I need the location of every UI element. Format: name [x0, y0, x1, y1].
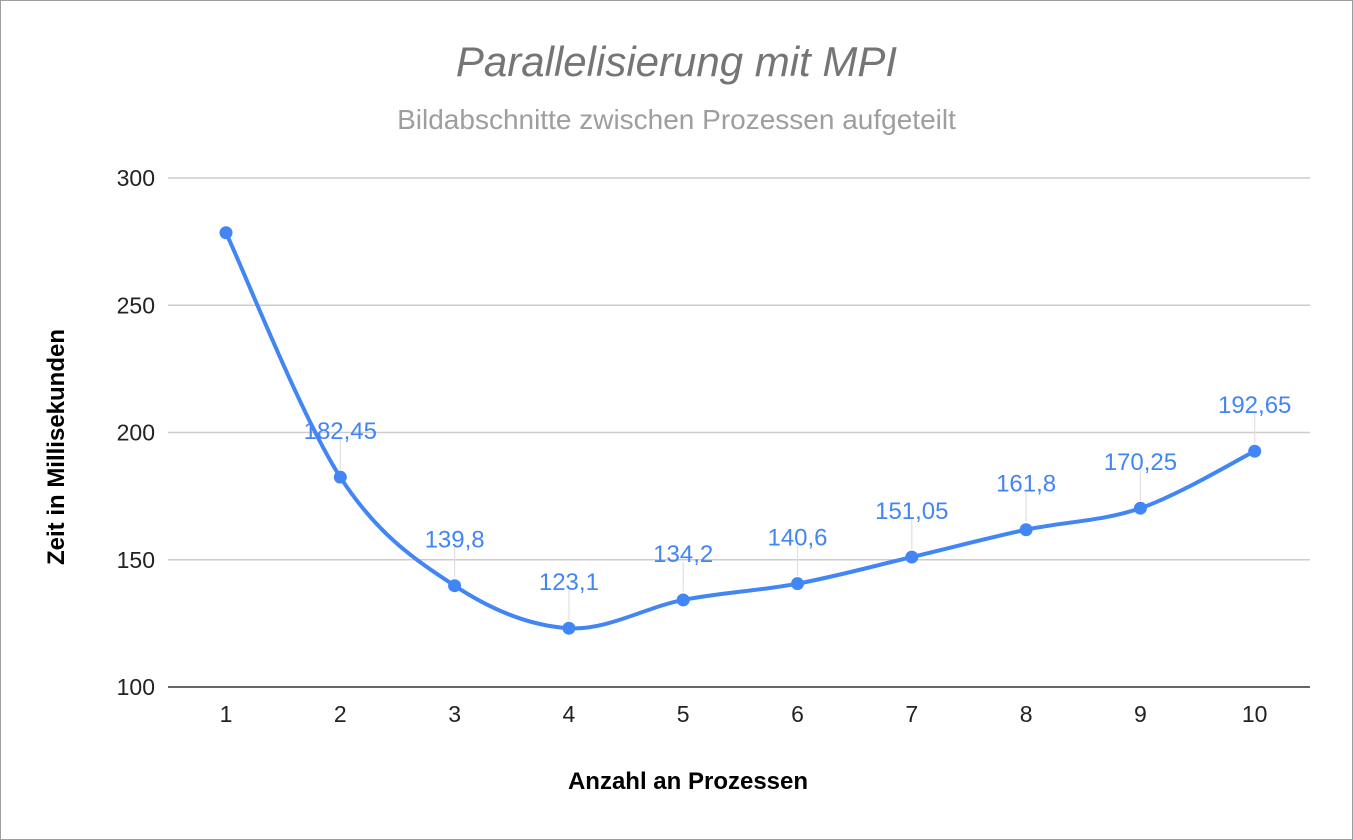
series-line [224, 230, 1257, 631]
data-point [333, 470, 347, 484]
data-point [1133, 501, 1147, 515]
data-label: 170,25 [1104, 449, 1177, 476]
x-tick-label: 3 [448, 701, 461, 727]
data-point [219, 226, 233, 240]
y-tick-label: 300 [117, 165, 155, 191]
data-label: 151,05 [875, 498, 948, 525]
data-point [448, 579, 462, 593]
data-label: 123,1 [539, 569, 599, 596]
y-tick-label: 200 [117, 420, 155, 446]
x-tick-label: 9 [1134, 701, 1147, 727]
data-point [562, 621, 576, 635]
data-point [1248, 444, 1262, 458]
x-tick-label: 1 [220, 701, 233, 727]
x-axis-label: Anzahl an Prozessen [567, 768, 809, 795]
x-tick-label: 6 [791, 701, 804, 727]
chart-title: Parallelisierung mit MPI [455, 38, 898, 85]
data-label: 192,65 [1218, 392, 1291, 419]
data-label: 140,6 [767, 525, 827, 552]
data-label: 182,45 [304, 418, 377, 445]
data-label: 161,8 [996, 471, 1056, 498]
data-point [791, 577, 804, 591]
x-tick-label: 2 [334, 701, 347, 727]
data-label: 139,8 [425, 527, 485, 554]
data-label: 134,2 [653, 541, 713, 568]
x-tick-label: 4 [563, 701, 576, 727]
y-tick-label: 150 [117, 547, 155, 573]
y-tick-label: 250 [117, 292, 155, 318]
data-point [676, 593, 690, 607]
x-tick-label: 5 [677, 701, 690, 727]
x-tick-label: 10 [1242, 701, 1268, 727]
chart-subtitle: Bildabschnitte zwischen Prozessen aufget… [397, 104, 956, 135]
x-tick-label: 7 [905, 701, 918, 727]
data-point [1019, 523, 1033, 537]
y-tick-label: 100 [117, 674, 155, 700]
data-point [905, 550, 919, 564]
x-tick-label: 8 [1020, 701, 1033, 727]
